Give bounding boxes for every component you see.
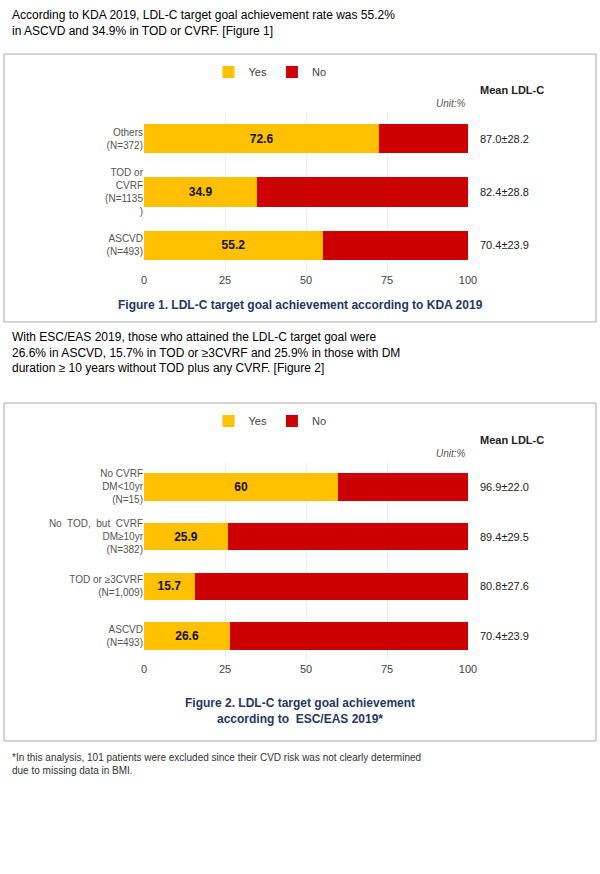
svg-text:55.2: 55.2: [222, 238, 246, 252]
svg-text:60: 60: [234, 480, 248, 494]
svg-text:100: 100: [459, 274, 477, 286]
svg-text:Yes: Yes: [249, 66, 267, 78]
svg-text:TOD or ≥3CVRF(N=1,009): TOD or ≥3CVRF(N=1,009): [69, 574, 143, 598]
svg-text:Figure 1. LDL-C target goal ac: Figure 1. LDL-C target goal achievement …: [118, 298, 483, 312]
svg-text:TOD orCVRF(N=1135): TOD orCVRF(N=1135): [105, 167, 144, 217]
svg-text:26.6: 26.6: [175, 629, 199, 643]
svg-text:No: No: [312, 66, 326, 78]
svg-text:Others(N=372): Others(N=372): [107, 127, 143, 151]
svg-text:Figure 2. LDL-C target goal ac: Figure 2. LDL-C target goal achievementa…: [185, 696, 415, 726]
svg-text:96.9±22.0: 96.9±22.0: [480, 481, 529, 493]
svg-text:87.0±28.2: 87.0±28.2: [480, 133, 529, 145]
svg-text:Mean LDL-C: Mean LDL-C: [480, 434, 544, 446]
svg-text:0: 0: [141, 663, 147, 675]
svg-text:25: 25: [219, 663, 231, 675]
svg-text:70.4±23.9: 70.4±23.9: [480, 630, 529, 642]
svg-text:Unit:%: Unit:%: [436, 98, 466, 109]
svg-text:15.7: 15.7: [158, 579, 182, 593]
svg-text:75: 75: [381, 663, 393, 675]
svg-text:Yes: Yes: [249, 415, 267, 427]
svg-text:ASCVD(N=493): ASCVD(N=493): [107, 233, 143, 257]
svg-text:Mean LDL-C: Mean LDL-C: [480, 84, 544, 96]
svg-text:Unit:%: Unit:%: [436, 448, 466, 459]
svg-text:70.4±23.9: 70.4±23.9: [480, 239, 529, 251]
svg-text:ASCVD(N=493): ASCVD(N=493): [107, 624, 143, 648]
svg-text:25: 25: [219, 274, 231, 286]
svg-text:With ESC/EAS 2019, those who a: With ESC/EAS 2019, those who attained th…: [12, 330, 400, 375]
svg-text:72.6: 72.6: [250, 132, 274, 146]
svg-text:25.9: 25.9: [174, 530, 198, 544]
svg-text:0: 0: [141, 274, 147, 286]
svg-text:82.4±28.8: 82.4±28.8: [480, 186, 529, 198]
svg-text:34.9: 34.9: [189, 185, 213, 199]
svg-text:80.8±27.6: 80.8±27.6: [480, 580, 529, 592]
svg-text:*In this analysis, 101 patient: *In this analysis, 101 patients were exc…: [12, 752, 421, 776]
svg-text:No: No: [312, 415, 326, 427]
svg-text:100: 100: [459, 663, 477, 675]
svg-text:50: 50: [300, 663, 312, 675]
svg-text:No TOD, but CVRFDM≥10yr(N=3: No TOD, but CVRFDM≥10yr(N=382): [49, 518, 144, 555]
svg-text:50: 50: [300, 274, 312, 286]
svg-text:According to KDA 2019, LDL-C t: According to KDA 2019, LDL-C target goal…: [12, 8, 395, 38]
svg-text:89.4±29.5: 89.4±29.5: [480, 531, 529, 543]
svg-text:No CVRFDM<10yr(N=15): No CVRFDM<10yr(N=15): [100, 468, 143, 505]
svg-text:75: 75: [381, 274, 393, 286]
